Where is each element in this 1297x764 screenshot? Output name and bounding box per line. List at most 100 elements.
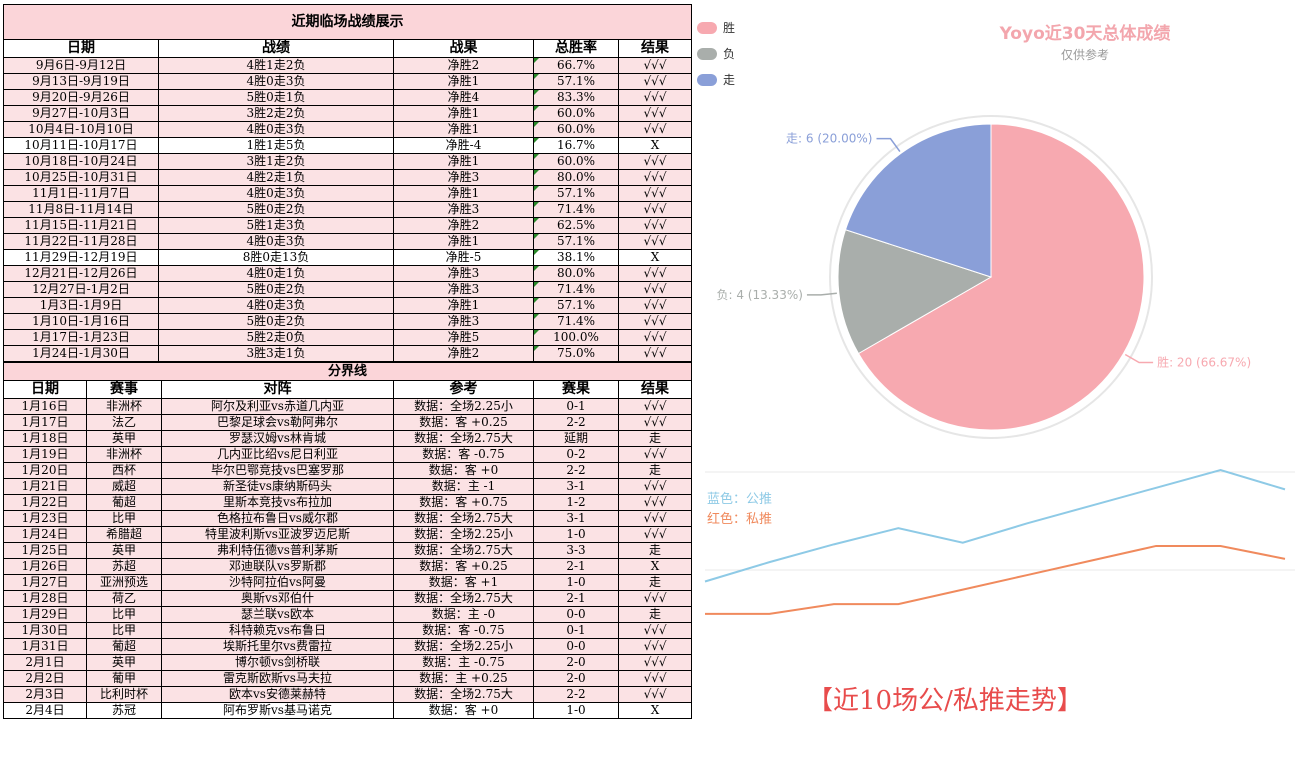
pie-slice (844, 123, 992, 278)
pie-legend-item[interactable]: 负 (697, 45, 735, 62)
match-row: 1月22日 葡超 里斯本竞技vs布拉加 数据：客 +0.75 1-2 √√√ (3, 494, 693, 511)
match-cell: 2月3日 (3, 686, 87, 703)
match-cell: 1月23日 (3, 510, 87, 527)
summary-row: 1月3日-1月9日 4胜0走3负 净胜1 57.1% √√√ (3, 297, 693, 314)
match-cell: 0-0 (533, 606, 619, 623)
summary-cell: 5胜1走3负 (158, 217, 394, 234)
match-row: 1月16日 非洲杯 阿尔及利亚vs赤道几内亚 数据：全场2.25小 0-1 √√√ (3, 398, 693, 415)
summary-header-cell: 结果 (617, 39, 693, 58)
match-cell: 1月16日 (3, 398, 87, 415)
pie-slice (837, 229, 993, 355)
matches-table: 分界线 日期 赛事 对阵 参考 赛果 结果 1月16日 非洲杯 阿尔及利亚vs赤道几内亚 数据：… (2, 362, 693, 719)
match-cell: 2-2 (533, 686, 619, 703)
match-cell: 葡超 (86, 494, 162, 511)
summary-row: 10月4日-10月10日 4胜0走3负 净胜1 60.0% √√√ (3, 121, 693, 138)
summary-cell: 净胜2 (393, 57, 534, 74)
summary-cell: 净胜1 (393, 185, 534, 202)
pie-title: Yoyo近30天总体成绩 (999, 24, 1171, 44)
summary-cell: 60.0% (533, 105, 619, 122)
match-cell: 非洲杯 (86, 446, 162, 463)
summary-cell: √√√ (617, 233, 693, 250)
summary-header-row: 日期 战绩 战果 总胜率 结果 (3, 39, 693, 58)
trend-legend-private: 红色：私推 (707, 512, 773, 527)
match-row: 1月26日 苏超 邓迪联队vs罗斯郡 数据：客 +0.25 2-1 X (3, 558, 693, 575)
match-cell: 英甲 (86, 430, 162, 447)
match-cell: 数据：全场2.25小 (393, 526, 534, 543)
summary-cell: 10月4日-10月10日 (3, 121, 159, 138)
match-cell: 比利时杯 (86, 686, 162, 703)
match-cell: 葡甲 (86, 670, 162, 687)
summary-header-cell: 日期 (3, 39, 159, 58)
summary-header-cell: 战绩 (158, 39, 394, 58)
match-cell: 2-1 (533, 558, 619, 575)
summary-cell: √√√ (617, 121, 693, 138)
summary-cell: 净胜3 (393, 169, 534, 186)
summary-cell: 1胜1走5负 (158, 137, 394, 154)
pie-label-line (806, 292, 837, 296)
match-cell: √√√ (617, 494, 693, 511)
match-cell: 荷乙 (86, 590, 162, 607)
summary-cell: 62.5% (533, 217, 619, 234)
match-cell: 延期 (533, 430, 619, 447)
match-cell: 2-1 (533, 590, 619, 607)
match-cell: 1月18日 (3, 430, 87, 447)
match-cell: 罗瑟汉姆vs林肯城 (161, 430, 394, 447)
trend-legend-public: 蓝色：公推 (707, 492, 773, 507)
match-cell: 雷克斯欧斯vs马夫拉 (161, 670, 394, 687)
summary-cell: 净胜1 (393, 153, 534, 170)
match-cell: X (617, 558, 693, 575)
summary-row: 11月1日-11月7日 4胜0走3负 净胜1 57.1% √√√ (3, 185, 693, 202)
summary-row: 10月25日-10月31日 4胜2走1负 净胜3 80.0% √√√ (3, 169, 693, 186)
legend-label: 胜 (723, 21, 736, 35)
match-cell: 1-0 (533, 702, 619, 719)
match-cell: √√√ (617, 590, 693, 607)
summary-cell: 净胜2 (393, 217, 534, 234)
summary-cell: 4胜0走3负 (158, 73, 394, 90)
summary-cell: 3胜2走2负 (158, 105, 394, 122)
match-cell: 比甲 (86, 510, 162, 527)
match-cell: 1月31日 (3, 638, 87, 655)
trend-series-line (704, 468, 1286, 583)
match-cell: √√√ (617, 446, 693, 463)
match-row: 1月31日 葡超 埃斯托里尔vs费雷拉 数据：全场2.25小 0-0 √√√ (3, 638, 693, 655)
match-cell: 数据：客 +0.75 (393, 494, 534, 511)
summary-cell: 11月15日-11月21日 (3, 217, 159, 234)
match-cell: √√√ (617, 510, 693, 527)
match-row: 1月17日 法乙 巴黎足球会vs勒阿弗尔 数据：客 +0.25 2-2 √√√ (3, 414, 693, 431)
match-cell: 2-0 (533, 654, 619, 671)
pie-legend-item[interactable]: 走 (697, 71, 735, 88)
summary-row: 1月24日-1月30日 3胜3走1负 净胜2 75.0% √√√ (3, 345, 693, 362)
summary-cell: 100.0% (533, 329, 619, 346)
match-cell: 2月2日 (3, 670, 87, 687)
match-cell: 数据：全场2.75大 (393, 510, 534, 527)
match-row: 2月4日 苏冠 阿布罗斯vs基马诺克 数据：客 +0 1-0 X (3, 702, 693, 719)
pie-legend-item[interactable]: 胜 (697, 19, 735, 36)
summary-cell: 71.4% (533, 201, 619, 218)
match-cell: 数据：全场2.75大 (393, 686, 534, 703)
legend-label: 走 (723, 73, 736, 87)
match-cell: 0-1 (533, 398, 619, 415)
match-cell: 威超 (86, 478, 162, 495)
summary-cell: 11月22日-11月28日 (3, 233, 159, 250)
summary-cell: 4胜0走3负 (158, 185, 394, 202)
match-cell: 新圣徒vs康纳斯码头 (161, 478, 394, 495)
match-cell: √√√ (617, 414, 693, 431)
match-cell: 数据：全场2.75大 (393, 430, 534, 447)
match-cell: 数据：客 +0 (393, 702, 534, 719)
match-cell: 2-2 (533, 414, 619, 431)
summary-cell: 净胜3 (393, 281, 534, 298)
summary-cell: √√√ (617, 185, 693, 202)
match-cell: 走 (617, 542, 693, 559)
match-cell: 2月4日 (3, 702, 87, 719)
match-row: 2月2日 葡甲 雷克斯欧斯vs马夫拉 数据：主 +0.25 2-0 √√√ (3, 670, 693, 687)
summary-cell: 75.0% (533, 345, 619, 362)
summary-cell: 10月11日-10月17日 (3, 137, 159, 154)
summary-row: 9月27日-10月3日 3胜2走2负 净胜1 60.0% √√√ (3, 105, 693, 122)
match-cell: 非洲杯 (86, 398, 162, 415)
match-cell: 1月28日 (3, 590, 87, 607)
summary-cell: 9月13日-9月19日 (3, 73, 159, 90)
summary-cell: 1月17日-1月23日 (3, 329, 159, 346)
summary-cell: √√√ (617, 297, 693, 314)
match-cell: 数据：客 +0 (393, 462, 534, 479)
matches-header-cell: 参考 (393, 380, 534, 399)
